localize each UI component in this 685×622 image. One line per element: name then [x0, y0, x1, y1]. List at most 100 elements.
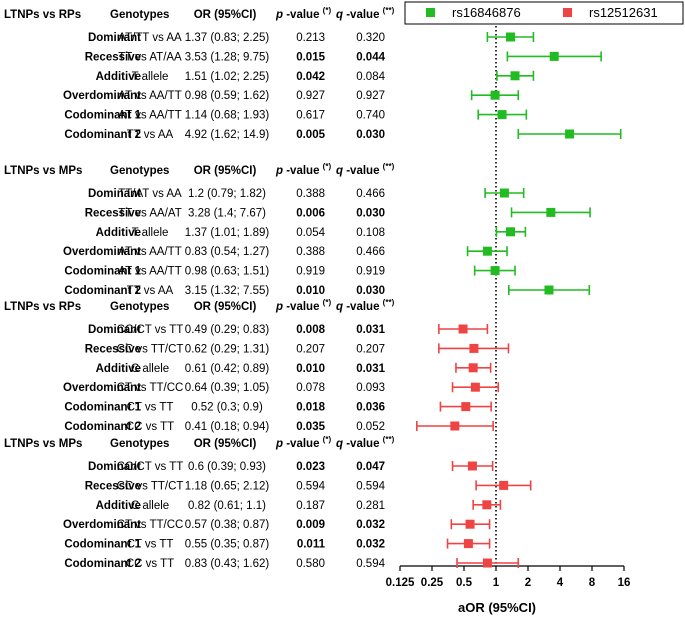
row-or: 0.57 (0.38; 0.87): [185, 519, 270, 531]
or-point: [546, 207, 556, 217]
row-p-value: 0.005: [296, 129, 325, 141]
row-genotypes: T allele: [132, 227, 169, 239]
row-genotypes: CC vs TT/CT: [117, 343, 184, 355]
row-model: Codominant 1: [64, 402, 141, 414]
row-model: Dominant: [88, 188, 141, 200]
row-genotypes: CC vs TT: [126, 421, 174, 433]
row-or: 0.61 (0.42; 0.89): [185, 363, 270, 375]
row-or: 3.15 (1.32; 7.55): [185, 285, 270, 297]
header-or: OR (95%CI): [194, 438, 257, 450]
x-tick-label: 16: [618, 577, 631, 589]
row-q-value: 0.108: [356, 227, 385, 239]
row-q-value: 0.466: [356, 246, 385, 258]
row-genotypes: CC vs TT: [126, 558, 174, 570]
x-tick-label: 2: [525, 577, 531, 589]
x-tick-label: 1: [493, 577, 500, 589]
row-p-value: 0.023: [296, 461, 325, 473]
row-genotypes: TT vs AT/AA: [118, 51, 182, 63]
row-q-value: 0.030: [356, 129, 385, 141]
x-tick-label: 0.5: [456, 577, 473, 589]
header-genotypes: Genotypes: [110, 9, 169, 21]
row-genotypes: C allele: [131, 363, 169, 375]
or-point: [482, 246, 492, 256]
row-or: 1.14 (0.68; 1.93): [185, 110, 270, 122]
row-genotypes: TT vs AA: [127, 129, 174, 141]
row-p-value: 0.011: [297, 539, 326, 551]
row-model: Dominant: [88, 32, 141, 44]
row-q-value: 0.740: [356, 110, 385, 122]
row-q-value: 0.281: [356, 500, 385, 512]
row-genotypes: CT vs TT/CC: [117, 382, 184, 394]
legend-label: rs12512631: [589, 5, 658, 20]
or-point: [463, 539, 473, 549]
row-p-value: 0.213: [296, 32, 325, 44]
header-or: OR (95%CI): [194, 9, 257, 21]
legend-box: [404, 1, 684, 25]
or-point: [565, 129, 575, 139]
legend-label: rs16846876: [452, 5, 521, 20]
row: Codominant 2CC vs TT 0.41 (0.18; 0.94) 0.0…: [64, 421, 494, 433]
legend-swatch: [426, 8, 435, 17]
row: Codominant 1AT vs AA/TT 0.98 (0.63; 1.51)…: [64, 265, 516, 278]
x-tick-label: 0.25: [421, 577, 444, 589]
row-q-value: 0.032: [356, 519, 385, 531]
row-or: 0.98 (0.63; 1.51): [185, 266, 270, 278]
row-q-value: 0.044: [356, 51, 385, 63]
or-point: [510, 71, 520, 81]
row-model: Codominant 1: [64, 539, 141, 551]
group-title: LTNPs vs RPs: [4, 301, 81, 313]
row-or: 0.49 (0.29; 0.83): [185, 324, 270, 336]
or-point: [470, 382, 480, 392]
header-q-value: q -value (**): [336, 298, 395, 313]
row-or: 0.82 (0.61; 1.1): [188, 500, 266, 512]
row-genotypes: CT vs TT: [127, 402, 174, 414]
header-q-value: q -value (**): [336, 6, 395, 21]
group-title: LTNPs vs MPs: [4, 438, 82, 450]
row-or: 0.98 (0.59; 1.62): [185, 90, 270, 102]
row-p-value: 0.042: [296, 71, 325, 83]
row-or: 3.28 (1.4; 7.67): [188, 207, 266, 219]
row-q-value: 0.030: [356, 285, 385, 297]
header-q-value: q -value (**): [336, 162, 395, 177]
row-model: Codominant 2: [64, 421, 141, 433]
or-point: [497, 110, 507, 120]
row-p-value: 0.927: [296, 90, 325, 102]
or-point: [461, 402, 471, 412]
or-point: [499, 188, 509, 198]
row-model: Recessive: [85, 343, 141, 355]
row-p-value: 0.010: [296, 285, 325, 297]
group-4: LTNPs vs MPs Genotypes OR (95%CI) p -value …: [4, 435, 532, 570]
row-genotypes: TT vs AA: [127, 285, 174, 297]
row-genotypes: CT vs TT/CC: [117, 519, 184, 531]
row-model: Codominant 1: [64, 110, 141, 122]
or-point: [482, 500, 492, 510]
row-genotypes: C allele: [131, 500, 169, 512]
or-point: [506, 227, 516, 237]
header-p-value: p -value (*): [275, 298, 331, 313]
row: Codominant 2TT vs AA 4.92 (1.62; 14.9) 0.0…: [64, 129, 622, 141]
row-model: Codominant 1: [64, 266, 141, 278]
row: Codominant 2CC vs TT 0.83 (0.43; 1.62) 0.5…: [64, 558, 520, 570]
group-3: LTNPs vs RPs Genotypes OR (95%CI) p -value …: [4, 298, 510, 433]
row-genotypes: CT vs TT: [127, 539, 174, 551]
x-axis-title: aOR (95%CI): [458, 600, 536, 615]
or-point: [490, 266, 500, 276]
row-model: Dominant: [88, 461, 141, 473]
row-q-value: 0.032: [356, 539, 385, 551]
row-or: 3.53 (1.28; 9.75): [185, 51, 270, 63]
x-tick-label: 8: [589, 577, 596, 589]
or-point: [549, 51, 559, 61]
row-p-value: 0.594: [296, 480, 325, 492]
